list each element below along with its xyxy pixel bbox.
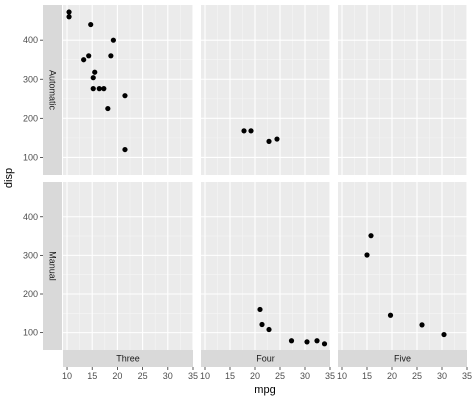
data-point xyxy=(88,21,94,28)
column-strip-background xyxy=(201,350,330,367)
y-tick-label: 200 xyxy=(23,289,38,299)
data-point xyxy=(90,75,96,81)
data-point xyxy=(387,312,394,318)
panel-automatic-five xyxy=(338,5,468,175)
panel-manual-three xyxy=(63,182,194,350)
x-tick-label: 15 xyxy=(362,371,372,381)
y-tick-label: 300 xyxy=(23,74,38,84)
panel-background xyxy=(201,5,330,175)
y-tick-label: 200 xyxy=(23,113,38,123)
x-tick-label: 15 xyxy=(87,371,97,381)
data-point xyxy=(66,9,72,15)
data-point xyxy=(101,86,107,92)
data-point xyxy=(314,338,320,344)
panel-automatic-four xyxy=(201,5,331,175)
panel-background xyxy=(338,5,467,175)
data-point xyxy=(241,128,247,134)
x-tick-label: 35 xyxy=(462,371,472,381)
x-tick-label: 35 xyxy=(325,371,335,381)
data-point xyxy=(266,326,272,333)
column-strip-label: Five xyxy=(394,354,411,364)
column-strip-background xyxy=(338,350,467,367)
data-point xyxy=(66,14,72,20)
data-point xyxy=(266,138,272,144)
x-axis-title: mpg xyxy=(254,384,275,396)
y-tick-label: 100 xyxy=(23,152,38,162)
x-tick-label: 10 xyxy=(62,371,72,381)
row-strip-background xyxy=(43,182,62,350)
x-tick-label: 15 xyxy=(225,371,235,381)
panel-manual-four xyxy=(201,182,331,350)
x-tick-label: 30 xyxy=(300,371,310,381)
y-tick-label: 400 xyxy=(23,35,38,45)
column-strip-label: Three xyxy=(116,354,140,364)
data-point xyxy=(248,128,254,134)
data-point xyxy=(81,57,87,63)
x-tick-label: 20 xyxy=(387,371,397,381)
data-point xyxy=(419,322,425,328)
y-tick-label: 300 xyxy=(23,250,38,260)
x-tick-label: 25 xyxy=(138,371,148,381)
data-point xyxy=(96,86,102,92)
y-tick-label: 400 xyxy=(23,212,38,222)
y-axis-title: disp xyxy=(3,168,15,188)
panel-background xyxy=(338,182,467,350)
x-tick-label: 20 xyxy=(112,371,122,381)
data-point xyxy=(92,69,98,75)
x-tick-label: 10 xyxy=(200,371,210,381)
y-tick-label: 100 xyxy=(23,328,38,338)
data-point xyxy=(321,341,328,347)
data-point xyxy=(364,252,370,258)
panel-background xyxy=(201,182,330,350)
x-tick-label: 30 xyxy=(437,371,447,381)
panel-background xyxy=(63,182,193,350)
x-tick-label: 25 xyxy=(275,371,285,381)
x-tick-label: 35 xyxy=(188,371,198,381)
row-strip-label: Manual xyxy=(48,251,58,281)
data-point xyxy=(108,53,114,59)
data-point xyxy=(110,37,116,43)
x-tick-label: 30 xyxy=(163,371,173,381)
data-point xyxy=(368,233,374,239)
data-point xyxy=(90,86,96,92)
data-point xyxy=(288,338,295,344)
data-point xyxy=(274,136,280,142)
data-point xyxy=(105,105,111,112)
panel-background xyxy=(63,5,193,175)
data-point xyxy=(122,93,128,99)
x-tick-label: 20 xyxy=(250,371,260,381)
data-point xyxy=(441,331,447,338)
data-point xyxy=(304,339,310,345)
panel-automatic-three xyxy=(63,5,194,175)
data-point xyxy=(122,146,128,153)
column-strip-label: Four xyxy=(256,354,275,364)
column-strip-background xyxy=(63,350,193,367)
x-tick-label: 10 xyxy=(337,371,347,381)
data-point xyxy=(257,306,263,313)
x-tick-label: 25 xyxy=(412,371,422,381)
panel-manual-five xyxy=(338,182,468,350)
row-strip-background xyxy=(43,5,62,175)
data-point xyxy=(86,53,92,59)
data-point xyxy=(259,321,265,328)
row-strip-label: Automatic xyxy=(48,70,58,111)
